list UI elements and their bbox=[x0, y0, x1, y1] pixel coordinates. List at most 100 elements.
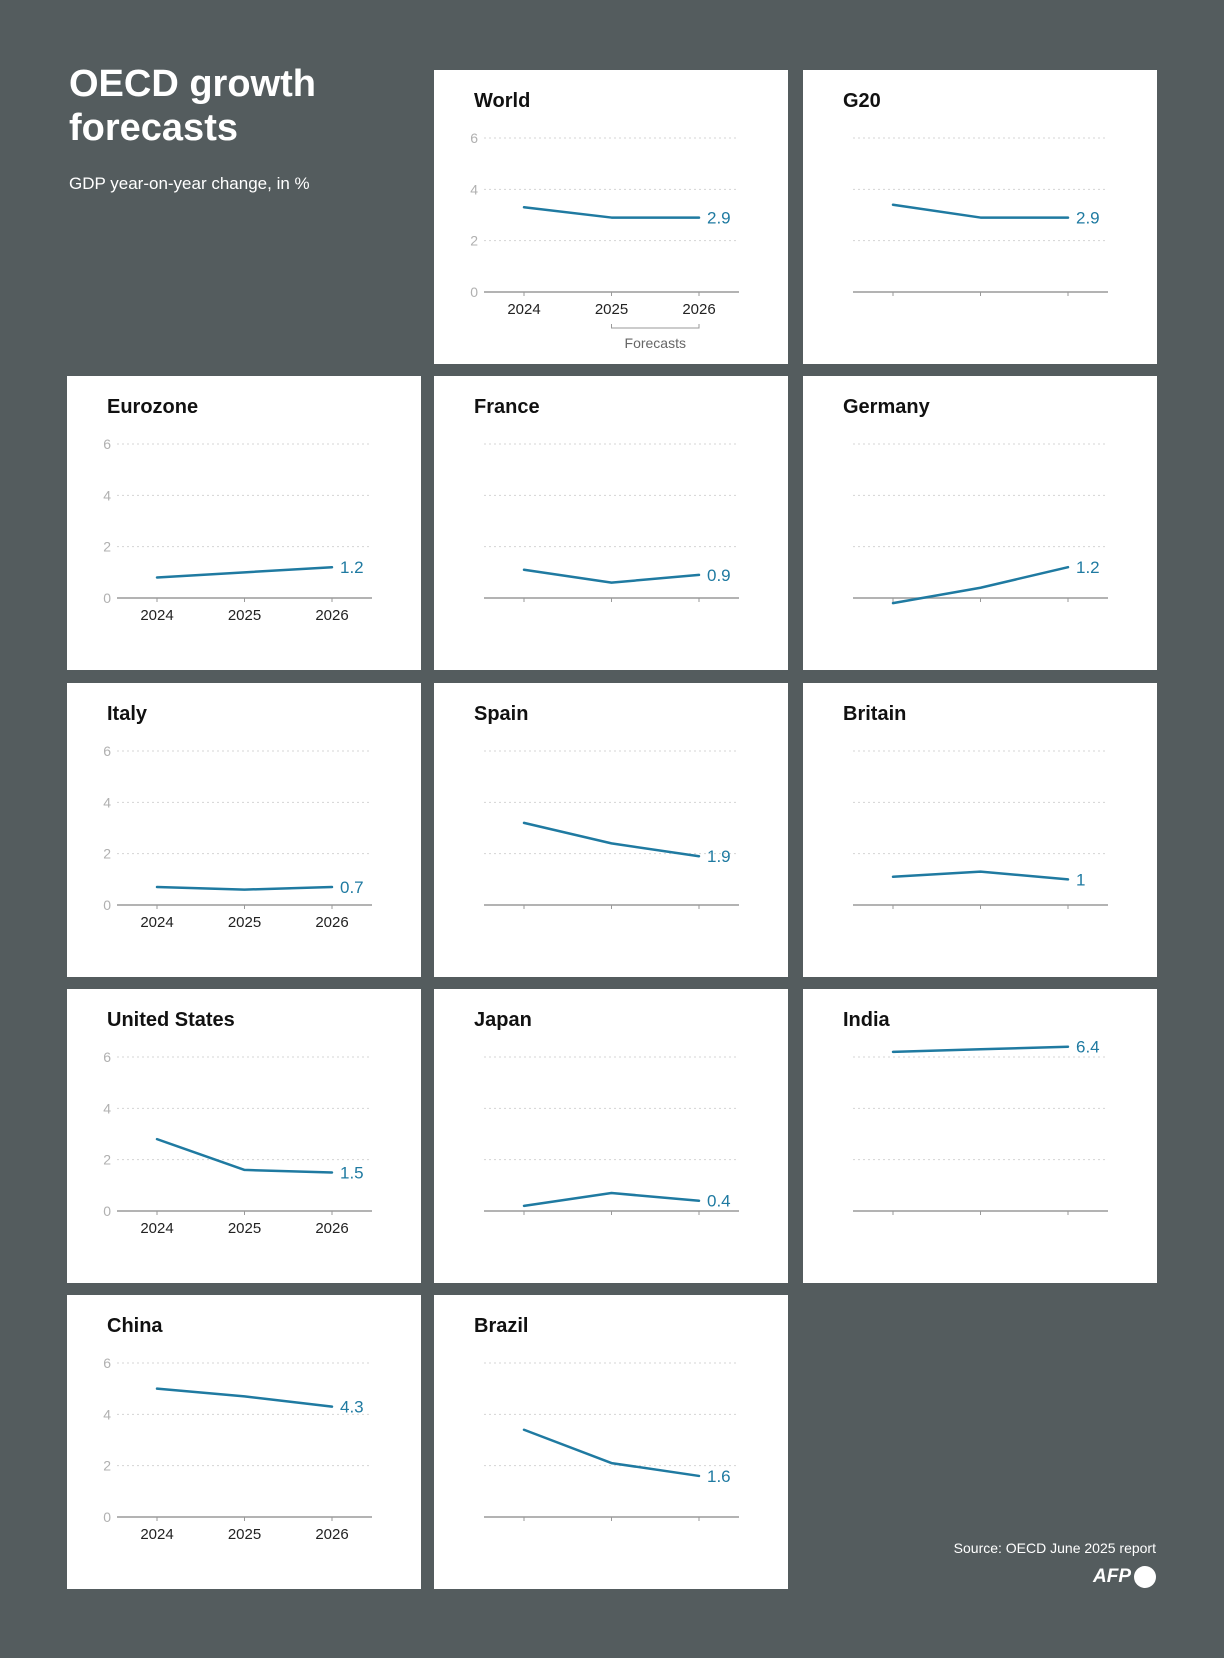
source-note: Source: OECD June 2025 report bbox=[953, 1540, 1156, 1556]
chart-svg-france: 0.9 bbox=[484, 443, 739, 602]
chart-panel-world: World 0 2 4 6 2024 2025 2026 Forecasts 2.9 bbox=[434, 70, 788, 364]
y-tick-label: 2 bbox=[103, 1152, 111, 1168]
x-tick-label-2024: 2024 bbox=[507, 301, 540, 318]
chart-svg-italy: 0 2 4 6 2024 2025 2026 0.7 bbox=[103, 743, 372, 931]
chart-panel-india: India 6.4 bbox=[803, 989, 1157, 1283]
series-line-united-states bbox=[155, 1137, 334, 1174]
chart-title-eurozone: Eurozone bbox=[107, 396, 199, 418]
x-tick-label-2025: 2025 bbox=[228, 1220, 261, 1237]
chart-title-india: India bbox=[843, 1009, 890, 1031]
y-tick-label: 6 bbox=[103, 1355, 111, 1371]
y-tick-label: 0 bbox=[103, 1203, 111, 1219]
chart-panel-spain: Spain 1.9 bbox=[434, 683, 788, 977]
y-tick-label: 4 bbox=[103, 1406, 111, 1422]
x-tick-label-2025: 2025 bbox=[595, 301, 628, 318]
end-value-label: 0.7 bbox=[340, 878, 364, 897]
chart-svg-britain: 1 bbox=[853, 750, 1108, 909]
end-value-label: 1 bbox=[1076, 870, 1085, 889]
x-tick-label-2025: 2025 bbox=[228, 607, 261, 624]
chart-title-brazil: Brazil bbox=[474, 1315, 529, 1337]
end-value-label: 0.4 bbox=[707, 1192, 731, 1211]
page-subtitle: GDP year-on-year change, in % bbox=[69, 174, 310, 193]
x-tick-label-2025: 2025 bbox=[228, 1526, 261, 1543]
y-tick-label: 2 bbox=[103, 539, 111, 555]
chart-title-germany: Germany bbox=[843, 396, 930, 418]
chart-panel-china: China 0 2 4 6 2024 2025 2026 4.3 bbox=[67, 1295, 421, 1589]
chart-panel-g20: G20 2.9 bbox=[803, 70, 1157, 364]
series-line-spain bbox=[522, 821, 701, 858]
chart-svg-g20: 2.9 bbox=[853, 137, 1108, 296]
chart-title-china: China bbox=[107, 1315, 163, 1337]
end-value-label: 0.9 bbox=[707, 566, 731, 585]
end-value-label: 1.2 bbox=[340, 558, 364, 577]
forecast-annotation: Forecasts bbox=[625, 335, 686, 351]
chart-svg-eurozone: 0 2 4 6 2024 2025 2026 1.2 bbox=[103, 436, 372, 624]
y-tick-label: 2 bbox=[470, 233, 478, 249]
x-tick-label-2026: 2026 bbox=[315, 914, 348, 931]
chart-svg-china: 0 2 4 6 2024 2025 2026 4.3 bbox=[103, 1355, 372, 1543]
end-value-label: 1.5 bbox=[340, 1164, 364, 1183]
x-tick-label-2026: 2026 bbox=[315, 607, 348, 624]
x-tick-label-2024: 2024 bbox=[140, 914, 173, 931]
series-line-brazil bbox=[522, 1428, 701, 1478]
chart-panel-eurozone: Eurozone 0 2 4 6 2024 2025 2026 1.2 bbox=[67, 376, 421, 670]
chart-title-spain: Spain bbox=[474, 703, 529, 725]
chart-svg-japan: 0.4 bbox=[484, 1056, 739, 1215]
x-tick-label-2026: 2026 bbox=[682, 301, 715, 318]
y-tick-label: 4 bbox=[470, 181, 478, 197]
chart-panel-germany: Germany 1.2 bbox=[803, 376, 1157, 670]
afp-logo-text: AFP bbox=[1093, 1566, 1131, 1587]
y-tick-label: 0 bbox=[470, 284, 478, 300]
chart-svg-brazil: 1.6 bbox=[484, 1362, 739, 1521]
y-tick-label: 6 bbox=[103, 436, 111, 452]
y-tick-label: 4 bbox=[103, 1100, 111, 1116]
end-value-label: 4.3 bbox=[340, 1398, 364, 1417]
end-value-label: 1.9 bbox=[707, 847, 731, 866]
x-tick-label-2024: 2024 bbox=[140, 607, 173, 624]
chart-svg-world: 0 2 4 6 2024 2025 2026 Forecasts 2.9 bbox=[470, 130, 739, 351]
end-value-label: 2.9 bbox=[1076, 209, 1100, 228]
series-line-g20 bbox=[891, 203, 1070, 219]
chart-title-britain: Britain bbox=[843, 703, 907, 725]
x-tick-label-2025: 2025 bbox=[228, 914, 261, 931]
chart-svg-united-states: 0 2 4 6 2024 2025 2026 1.5 bbox=[103, 1049, 372, 1237]
end-value-label: 1.6 bbox=[707, 1467, 731, 1486]
x-tick-label-2026: 2026 bbox=[315, 1526, 348, 1543]
chart-panel-britain: Britain 1 bbox=[803, 683, 1157, 977]
page-title: OECD growth forecasts bbox=[69, 63, 316, 149]
y-tick-label: 4 bbox=[103, 487, 111, 503]
chart-panel-italy: Italy 0 2 4 6 2024 2025 2026 0.7 bbox=[67, 683, 421, 977]
y-tick-label: 2 bbox=[103, 1458, 111, 1474]
series-line-france bbox=[522, 568, 701, 584]
series-line-japan bbox=[522, 1191, 701, 1208]
end-value-label: 6.4 bbox=[1076, 1038, 1100, 1057]
series-line-britain bbox=[891, 870, 1070, 881]
end-value-label: 1.2 bbox=[1076, 558, 1100, 577]
chart-panel-united-states: United States 0 2 4 6 2024 2025 2026 1.5 bbox=[67, 989, 421, 1283]
chart-svg-germany: 1.2 bbox=[853, 443, 1108, 605]
x-tick-label-2026: 2026 bbox=[315, 1220, 348, 1237]
series-line-italy bbox=[155, 885, 334, 891]
y-tick-label: 4 bbox=[103, 794, 111, 810]
y-tick-label: 6 bbox=[103, 1049, 111, 1065]
chart-title-italy: Italy bbox=[107, 703, 148, 725]
chart-title-g20: G20 bbox=[843, 90, 881, 112]
afp-logo: AFP bbox=[1093, 1566, 1156, 1588]
forecast-bracket bbox=[611, 324, 700, 329]
y-tick-label: 6 bbox=[470, 130, 478, 146]
y-tick-label: 0 bbox=[103, 897, 111, 913]
series-line-china bbox=[155, 1387, 334, 1408]
afp-logo-dot bbox=[1134, 1566, 1156, 1588]
y-tick-label: 0 bbox=[103, 590, 111, 606]
chart-panel-japan: Japan 0.4 bbox=[434, 989, 788, 1283]
x-tick-label-2024: 2024 bbox=[140, 1526, 173, 1543]
chart-svg-spain: 1.9 bbox=[484, 750, 739, 909]
chart-title-world: World bbox=[474, 90, 531, 112]
y-tick-label: 6 bbox=[103, 743, 111, 759]
chart-panel-brazil: Brazil 1.6 bbox=[434, 1295, 788, 1589]
chart-panel-france: France 0.9 bbox=[434, 376, 788, 670]
chart-title-japan: Japan bbox=[474, 1009, 532, 1031]
y-tick-label: 2 bbox=[103, 846, 111, 862]
y-tick-label: 0 bbox=[103, 1509, 111, 1525]
end-value-label: 2.9 bbox=[707, 209, 731, 228]
